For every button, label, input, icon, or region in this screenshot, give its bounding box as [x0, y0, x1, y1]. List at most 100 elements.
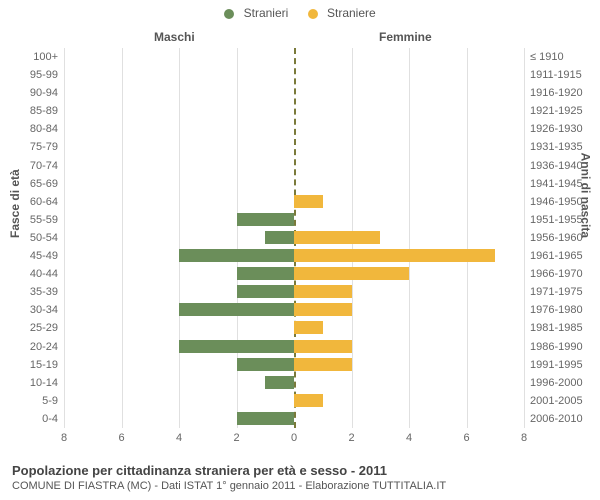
- birth-label: 1981-1985: [530, 319, 583, 337]
- birth-label: 1921-1925: [530, 102, 583, 120]
- birth-label: 1956-1960: [530, 229, 583, 247]
- age-label: 100+: [0, 48, 58, 66]
- age-row: [64, 247, 524, 265]
- bar-male: [265, 376, 294, 389]
- age-row: [64, 175, 524, 193]
- age-label: 90-94: [0, 84, 58, 102]
- x-tick: 8: [521, 432, 527, 444]
- birth-label: 1986-1990: [530, 338, 583, 356]
- bar-male: [237, 213, 295, 226]
- birth-label: 1911-1915: [530, 66, 582, 84]
- birth-label: 1966-1970: [530, 265, 583, 283]
- birth-label: 1931-1935: [530, 138, 583, 156]
- legend-item-female: Straniere: [308, 6, 376, 20]
- age-label: 45-49: [0, 247, 58, 265]
- chart-title: Popolazione per cittadinanza straniera p…: [12, 462, 446, 480]
- x-tick: 4: [176, 432, 182, 444]
- birth-label: 1951-1955: [530, 211, 583, 229]
- age-row: [64, 138, 524, 156]
- bar-female: [294, 394, 323, 407]
- heading-female: Femmine: [379, 30, 432, 44]
- birth-label: 1936-1940: [530, 157, 583, 175]
- bar-female: [294, 340, 352, 353]
- bar-female: [294, 195, 323, 208]
- age-row: [64, 48, 524, 66]
- pyramid-chart: Stranieri Straniere Maschi Femmine Fasce…: [0, 0, 600, 500]
- x-tick: 2: [233, 432, 239, 444]
- grid-line: [524, 48, 525, 428]
- age-label: 20-24: [0, 338, 58, 356]
- birth-label: 2006-2010: [530, 410, 583, 428]
- x-tick: 6: [463, 432, 469, 444]
- legend-label-male: Stranieri: [244, 6, 289, 20]
- bar-female: [294, 303, 352, 316]
- age-row: [64, 193, 524, 211]
- bar-male: [179, 249, 294, 262]
- bar-female: [294, 285, 352, 298]
- x-tick: 4: [406, 432, 412, 444]
- x-tick: 2: [348, 432, 354, 444]
- age-row: [64, 120, 524, 138]
- age-label: 25-29: [0, 319, 58, 337]
- age-row: [64, 319, 524, 337]
- age-label: 85-89: [0, 102, 58, 120]
- age-row: [64, 338, 524, 356]
- age-row: [64, 229, 524, 247]
- age-label: 55-59: [0, 211, 58, 229]
- bar-male: [179, 303, 294, 316]
- age-row: [64, 356, 524, 374]
- age-row: [64, 265, 524, 283]
- bar-male: [265, 231, 294, 244]
- chart-subtitle: COMUNE DI FIASTRA (MC) - Dati ISTAT 1° g…: [12, 479, 446, 494]
- birth-label: 1996-2000: [530, 374, 583, 392]
- age-label: 70-74: [0, 157, 58, 175]
- birth-label: ≤ 1910: [530, 48, 564, 66]
- age-label: 50-54: [0, 229, 58, 247]
- birth-label: 1916-1920: [530, 84, 583, 102]
- birth-label: 1971-1975: [530, 283, 583, 301]
- age-row: [64, 283, 524, 301]
- chart-footer: Popolazione per cittadinanza straniera p…: [12, 462, 446, 494]
- age-row: [64, 392, 524, 410]
- age-label: 80-84: [0, 120, 58, 138]
- x-tick: 0: [291, 432, 297, 444]
- bar-male: [179, 340, 294, 353]
- legend-swatch-male: [224, 9, 234, 19]
- age-row: [64, 211, 524, 229]
- age-label: 10-14: [0, 374, 58, 392]
- plot-area: [64, 48, 524, 428]
- birth-label: 2001-2005: [530, 392, 583, 410]
- birth-label: 1991-1995: [530, 356, 583, 374]
- birth-label: 1961-1965: [530, 247, 583, 265]
- age-row: [64, 374, 524, 392]
- age-row: [64, 102, 524, 120]
- legend-swatch-female: [308, 9, 318, 19]
- legend-label-female: Straniere: [327, 6, 376, 20]
- x-tick: 8: [61, 432, 67, 444]
- legend-item-male: Stranieri: [224, 6, 288, 20]
- age-row: [64, 157, 524, 175]
- birth-label: 1976-1980: [530, 301, 583, 319]
- age-label: 35-39: [0, 283, 58, 301]
- bar-male: [237, 285, 295, 298]
- x-tick: 6: [118, 432, 124, 444]
- bar-male: [237, 358, 295, 371]
- birth-label: 1941-1945: [530, 175, 583, 193]
- age-row: [64, 301, 524, 319]
- age-label: 60-64: [0, 193, 58, 211]
- age-row: [64, 66, 524, 84]
- age-row: [64, 84, 524, 102]
- age-label: 75-79: [0, 138, 58, 156]
- age-row: [64, 410, 524, 428]
- bar-female: [294, 249, 495, 262]
- age-label: 30-34: [0, 301, 58, 319]
- age-label: 65-69: [0, 175, 58, 193]
- heading-male: Maschi: [154, 30, 195, 44]
- bar-female: [294, 321, 323, 334]
- birth-label: 1946-1950: [530, 193, 583, 211]
- bar-male: [237, 412, 295, 425]
- bar-female: [294, 358, 352, 371]
- age-label: 40-44: [0, 265, 58, 283]
- bar-male: [237, 267, 295, 280]
- age-label: 95-99: [0, 66, 58, 84]
